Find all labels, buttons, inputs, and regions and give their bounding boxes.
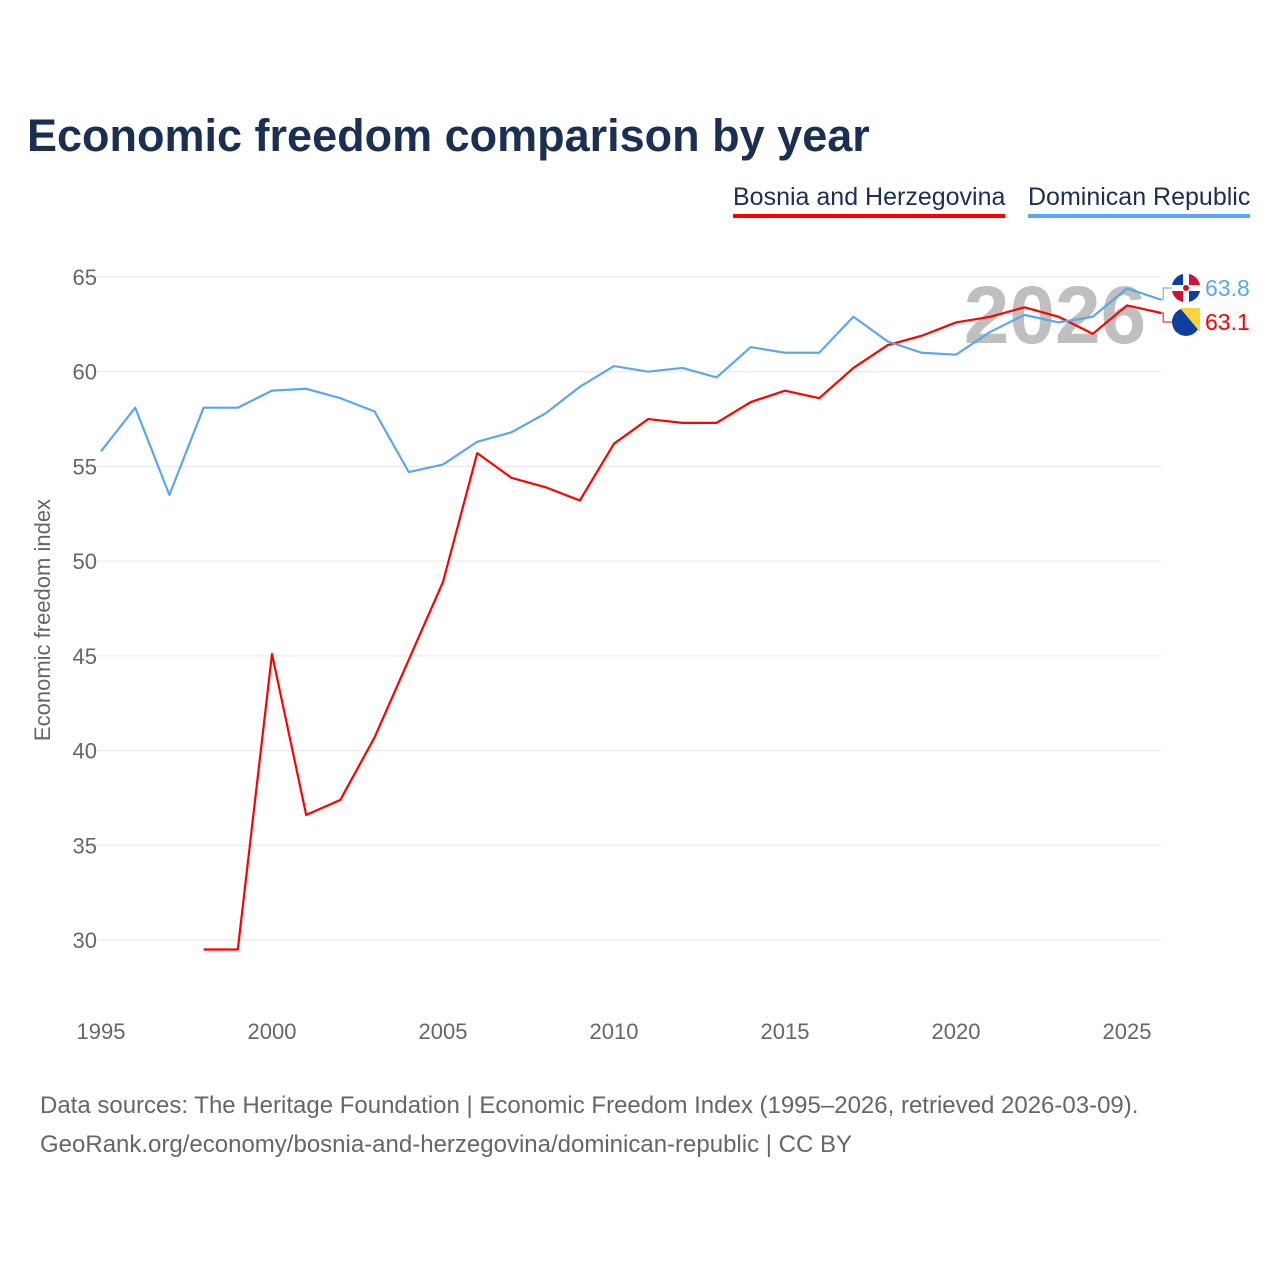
chart-title: Economic freedom comparison by year [27, 110, 870, 161]
bosnia-flag-triangle [1183, 308, 1200, 332]
y-axis-label: Economic freedom index [30, 499, 55, 741]
x-tick-label: 2000 [248, 1019, 297, 1044]
y-tick-label: 60 [73, 360, 97, 385]
y-tick-label: 55 [73, 454, 97, 479]
footer: Data sources: The Heritage Foundation | … [40, 1086, 1138, 1164]
end-label-connector [1161, 287, 1172, 301]
flag-quadrant [1189, 274, 1200, 285]
series-line-dominican-republic [100, 287, 1162, 496]
y-tick-label: 30 [73, 928, 97, 953]
flag-emblem [1183, 285, 1189, 291]
flag-quadrant [1172, 291, 1183, 302]
x-tick-label: 2020 [932, 1019, 981, 1044]
x-tick-label: 2005 [419, 1019, 468, 1044]
end-value-label: 63.1 [1205, 309, 1250, 335]
legend-bosnia-and-herzegovina[interactable]: Bosnia and Herzegovina [733, 183, 1006, 218]
y-tick-label: 40 [73, 739, 97, 764]
legend-dominican-republic[interactable]: Dominican Republic [1028, 183, 1251, 218]
series-line-bosnia-and-herzegovina [203, 304, 1162, 951]
x-tick-label: 1995 [77, 1019, 126, 1044]
end-value-label: 63.8 [1205, 275, 1250, 301]
end-label-connector [1161, 312, 1172, 323]
x-tick-label: 2015 [761, 1019, 810, 1044]
y-tick-label: 50 [73, 549, 97, 574]
y-tick-label: 65 [73, 265, 97, 290]
x-tick-label: 2010 [590, 1019, 639, 1044]
y-tick-label: 45 [73, 644, 97, 669]
flag-quadrant [1172, 274, 1183, 285]
data-sources: Data sources: The Heritage Foundation | … [40, 1092, 1139, 1119]
x-tick-label: 2025 [1103, 1019, 1152, 1044]
y-tick-label: 35 [73, 833, 97, 858]
source-url: GeoRank.org/economy/bosnia-and-herzegovi… [40, 1131, 852, 1158]
flag-quadrant [1189, 291, 1200, 302]
